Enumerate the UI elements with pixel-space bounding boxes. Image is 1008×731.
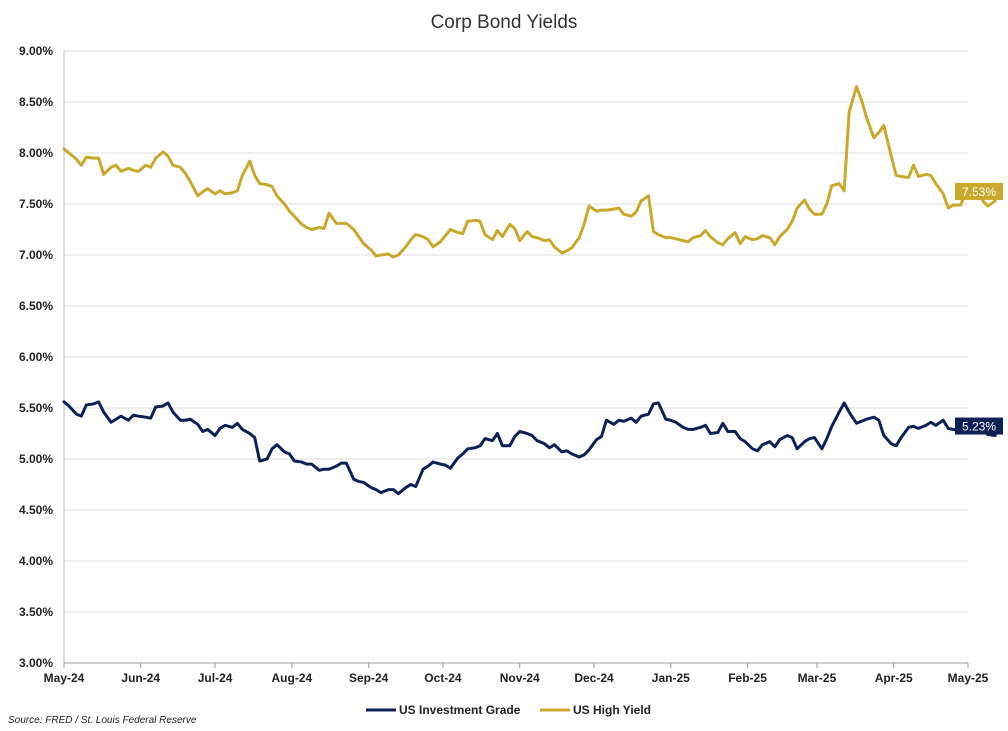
x-tick-label: Sep-24: [349, 671, 389, 685]
end-value-label: 5.23%: [962, 420, 996, 434]
x-tick-label: Oct-24: [424, 671, 462, 685]
y-tick-label: 7.00%: [19, 248, 53, 262]
x-tick-label: Mar-25: [798, 671, 837, 685]
series-line-high-yield: [62, 85, 997, 259]
y-tick-label: 9.00%: [19, 44, 53, 58]
legend: US Investment Grade US High Yield: [366, 703, 651, 717]
source-note: Source: FRED / St. Louis Federal Reserve: [8, 715, 197, 726]
y-tick-label: 8.00%: [19, 146, 53, 160]
x-tick-label: Feb-25: [728, 671, 767, 685]
x-tick-label: May-24: [44, 671, 85, 685]
series-lines: [62, 85, 997, 496]
y-tick-label: 8.50%: [19, 95, 53, 109]
series-line-investment-grade: [62, 400, 997, 496]
x-tick-label: Apr-25: [875, 671, 913, 685]
y-tick-label: 3.00%: [19, 656, 53, 670]
x-tick-label: Dec-24: [574, 671, 614, 685]
gridlines: [64, 50, 968, 664]
x-tick-label: Jul-24: [198, 671, 233, 685]
x-tick-label: May-25: [948, 671, 989, 685]
end-labels: 5.23% 7.53%: [955, 182, 1003, 435]
legend-label: US High Yield: [573, 703, 651, 717]
chart-title: Corp Bond Yields: [431, 12, 578, 33]
x-tick-label: Aug-24: [272, 671, 313, 685]
x-tick-label: Jan-25: [652, 671, 690, 685]
y-tick-label: 3.50%: [19, 605, 53, 619]
y-tick-label: 7.50%: [19, 197, 53, 211]
end-value-label: 7.53%: [962, 185, 996, 199]
y-tick-label: 4.50%: [19, 503, 53, 517]
end-label-box: [955, 182, 1003, 200]
y-tick-label: 4.00%: [19, 554, 53, 568]
y-tick-label: 5.50%: [19, 401, 53, 415]
x-tick-label: Jun-24: [121, 671, 160, 685]
end-label-box: [955, 417, 1003, 435]
y-tick-label: 6.50%: [19, 299, 53, 313]
x-tick-label: Nov-24: [500, 671, 540, 685]
axes: 3.00% 3.50% 4.00% 4.50% 5.00% 5.50% 6.00% 6.50%…: [19, 44, 989, 685]
y-tick-label: 5.00%: [19, 452, 53, 466]
y-tick-label: 6.00%: [19, 350, 53, 364]
legend-label: US Investment Grade: [399, 703, 521, 717]
